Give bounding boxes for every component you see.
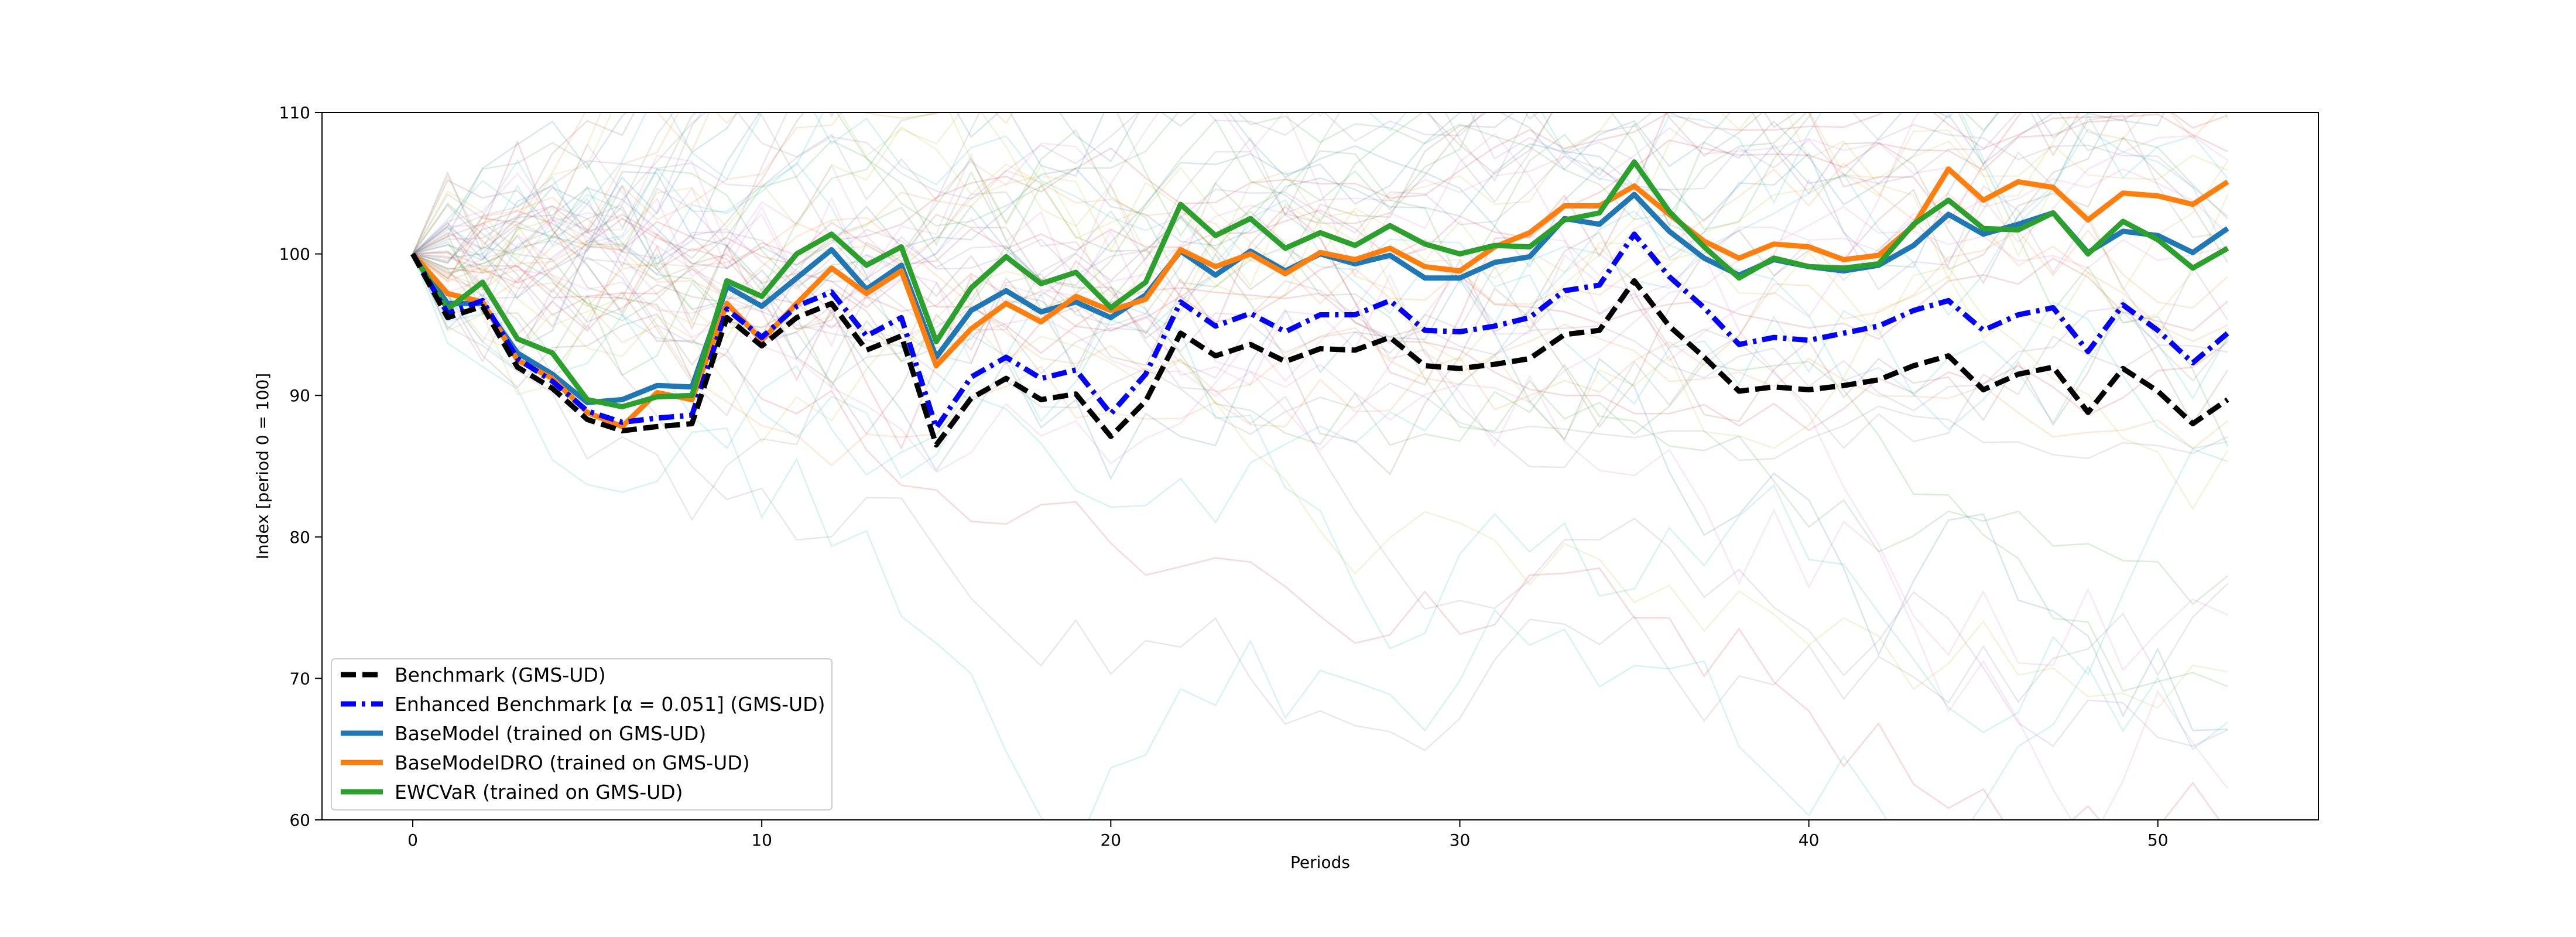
- background-path: [412, 112, 1553, 521]
- background-path: [412, 206, 2228, 606]
- legend-box: [331, 658, 833, 811]
- y-tick-label: 90: [289, 386, 310, 405]
- background-path: [412, 112, 2228, 332]
- background-path: [412, 253, 2228, 709]
- y-tick-label: 100: [279, 245, 310, 264]
- background-path: [412, 112, 2228, 255]
- series-line: [410, 231, 2229, 431]
- background-path: [412, 112, 2228, 449]
- background-path: [412, 112, 1424, 311]
- background-path: [412, 112, 2229, 363]
- background-path: [412, 112, 2023, 450]
- background-path: [412, 217, 2228, 450]
- background-path: [412, 205, 2228, 432]
- x-tick-label: 30: [1450, 830, 1471, 850]
- background-path: [412, 216, 2228, 467]
- background-path: [412, 112, 2229, 363]
- legend-label: BaseModel (trained on GMS-UD): [395, 722, 706, 745]
- background-path: [412, 112, 2228, 322]
- x-tick-label: 10: [751, 830, 772, 850]
- background-path: [412, 112, 2228, 255]
- background-path: [412, 112, 2165, 268]
- background-path: [412, 112, 2228, 672]
- background-path: [412, 209, 2228, 340]
- series-line: [410, 159, 2229, 409]
- legend-label: Enhanced Benchmark [α = 0.051] (GMS-UD): [395, 693, 825, 716]
- background-path: [412, 205, 2229, 435]
- x-axis: 0 10 20 30 40 50: [407, 820, 2169, 850]
- series-line: [410, 166, 2229, 429]
- legend-label: BaseModelDRO (trained on GMS-UD): [395, 751, 750, 774]
- plot-area-frame: [321, 112, 2319, 820]
- background-path: [412, 112, 1105, 299]
- background-path: [412, 112, 1954, 269]
- y-tick-label: 60: [289, 811, 310, 830]
- x-tick-label: 0: [407, 830, 418, 850]
- y-tick-label: 70: [289, 669, 310, 688]
- background-path: [412, 170, 2228, 731]
- background-path: [412, 205, 2228, 412]
- background-path: [412, 112, 2228, 284]
- legend-label: Benchmark (GMS-UD): [395, 664, 606, 686]
- background-path: [412, 112, 2229, 449]
- legend: Benchmark (GMS-UD) Enhanced Benchmark [α …: [331, 658, 833, 811]
- background-path: [412, 126, 2228, 314]
- series-line: [410, 252, 2229, 448]
- background-path: [412, 112, 2229, 425]
- background-path: [412, 240, 2228, 461]
- background-path: [412, 129, 2228, 692]
- x-tick-label: 20: [1100, 830, 1121, 850]
- y-tick-label: 80: [289, 528, 310, 547]
- background-path: [412, 162, 2228, 734]
- y-axis: 60 70 80 90 100 110: [279, 103, 322, 830]
- background-path: [412, 251, 2228, 751]
- background-path: [412, 112, 1764, 336]
- y-tick-label: 110: [279, 103, 310, 122]
- x-tick-label: 50: [2147, 830, 2169, 850]
- background-path: [412, 112, 1920, 452]
- x-axis-label: Periods: [1290, 853, 1350, 872]
- background-path: [412, 112, 2229, 447]
- legend-label: EWCVaR (trained on GMS-UD): [395, 781, 683, 803]
- series-lines: [410, 159, 2229, 448]
- background-path: [412, 254, 2228, 820]
- background-path: [412, 112, 2218, 305]
- x-tick-label: 40: [1799, 830, 1820, 850]
- background-path: [412, 112, 2073, 311]
- y-axis-label: Index [period 0 = 100]: [253, 373, 272, 559]
- background-path: [412, 112, 1732, 323]
- background-path: [412, 112, 805, 316]
- background-path: [412, 112, 2018, 283]
